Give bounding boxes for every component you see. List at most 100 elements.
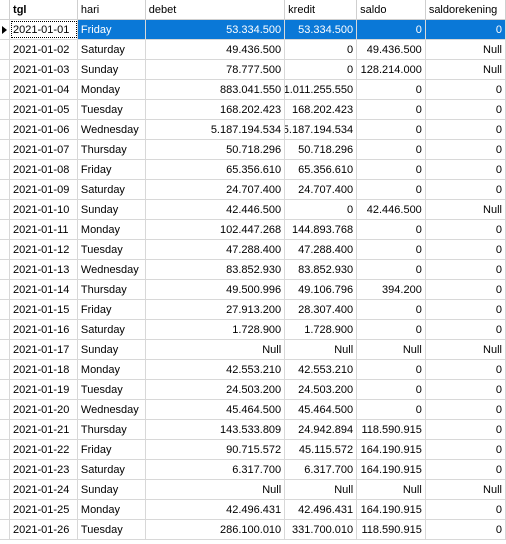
cell-debet[interactable]: Null <box>146 480 286 499</box>
cell-kredit[interactable]: 0 <box>285 40 358 59</box>
row-indicator[interactable] <box>0 420 11 439</box>
cell-tgl[interactable]: 2021-01-12 <box>10 240 78 259</box>
cell-saldo[interactable]: 0 <box>357 260 426 279</box>
cell-saldorekening[interactable]: Null <box>426 200 506 219</box>
cell-saldo[interactable]: 0 <box>357 80 426 99</box>
cell-saldo[interactable]: 118.590.915 <box>357 420 426 439</box>
cell-kredit[interactable]: 168.202.423 <box>285 100 358 119</box>
row-indicator[interactable] <box>0 400 11 419</box>
cell-debet[interactable]: 49.500.996 <box>146 280 286 299</box>
cell-saldo[interactable]: 0 <box>357 400 426 419</box>
cell-saldorekening[interactable]: 0 <box>426 520 506 539</box>
table-row[interactable]: 2021-01-10 Sunday 42.446.500 0 42.446.500 Nul… <box>0 200 506 220</box>
row-indicator[interactable] <box>0 120 11 139</box>
cell-saldorekening[interactable]: 0 <box>426 500 506 519</box>
cell-tgl[interactable]: 2021-01-21 <box>10 420 78 439</box>
cell-hari[interactable]: Thursday <box>78 280 146 299</box>
cell-hari[interactable]: Thursday <box>78 420 146 439</box>
cell-saldorekening[interactable]: 0 <box>426 100 506 119</box>
row-indicator[interactable] <box>0 380 11 399</box>
cell-tgl[interactable]: 2021-01-13 <box>10 260 78 279</box>
cell-debet[interactable]: 47.288.400 <box>146 240 286 259</box>
cell-saldorekening[interactable]: 0 <box>426 420 506 439</box>
cell-debet[interactable]: 143.533.809 <box>146 420 286 439</box>
cell-kredit[interactable]: 50.718.296 <box>285 140 358 159</box>
cell-tgl[interactable]: 2021-01-08 <box>10 160 78 179</box>
cell-tgl[interactable]: 2021-01-16 <box>10 320 78 339</box>
table-row[interactable]: 2021-01-17 Sunday Null Null Null Null <box>0 340 506 360</box>
table-row[interactable]: 2021-01-21 Thursday 143.533.809 24.942.894 1… <box>0 420 506 440</box>
cell-hari[interactable]: Tuesday <box>78 380 146 399</box>
table-row[interactable]: 2021-01-23 Saturday 6.317.700 6.317.700 164.… <box>0 460 506 480</box>
table-row[interactable]: 2021-01-08 Friday 65.356.610 65.356.610 0 0 <box>0 160 506 180</box>
table-row[interactable]: 2021-01-19 Tuesday 24.503.200 24.503.200 0 0 <box>0 380 506 400</box>
cell-saldo[interactable]: 0 <box>357 220 426 239</box>
row-indicator[interactable] <box>0 160 11 179</box>
row-indicator[interactable] <box>0 440 11 459</box>
row-indicator[interactable] <box>0 360 11 379</box>
cell-saldorekening[interactable]: 0 <box>426 120 506 139</box>
column-header-saldo[interactable]: saldo <box>357 0 426 19</box>
cell-kredit[interactable]: 42.553.210 <box>285 360 358 379</box>
cell-saldo[interactable]: 0 <box>357 360 426 379</box>
cell-tgl[interactable]: 2021-01-04 <box>10 80 78 99</box>
cell-saldo[interactable]: 128.214.000 <box>357 60 426 79</box>
cell-saldorekening[interactable]: Null <box>426 40 506 59</box>
cell-debet[interactable]: 1.728.900 <box>146 320 286 339</box>
cell-hari[interactable]: Sunday <box>78 480 146 499</box>
cell-tgl[interactable]: 2021-01-22 <box>10 440 78 459</box>
cell-hari[interactable]: Monday <box>78 360 146 379</box>
cell-tgl[interactable]: 2021-01-05 <box>10 100 78 119</box>
cell-saldorekening[interactable]: 0 <box>426 400 506 419</box>
row-indicator[interactable] <box>0 200 11 219</box>
row-indicator[interactable] <box>0 300 11 319</box>
cell-debet[interactable]: 53.334.500 <box>145 20 286 39</box>
cell-kredit[interactable]: 45.115.572 <box>285 440 358 459</box>
row-indicator[interactable] <box>0 500 11 519</box>
cell-hari[interactable]: Wednesday <box>78 120 146 139</box>
cell-saldo[interactable]: Null <box>357 480 426 499</box>
cell-kredit[interactable]: 331.700.010 <box>285 520 358 539</box>
cell-saldo[interactable]: Null <box>357 340 426 359</box>
cell-debet[interactable]: 78.777.500 <box>146 60 286 79</box>
cell-tgl[interactable]: 2021-01-17 <box>10 340 78 359</box>
cell-saldorekening[interactable]: 0 <box>426 380 506 399</box>
cell-hari[interactable]: Tuesday <box>78 240 146 259</box>
cell-saldo[interactable]: 0 <box>357 300 426 319</box>
cell-tgl[interactable]: 2021-01-15 <box>10 300 78 319</box>
cell-kredit[interactable]: 42.496.431 <box>285 500 358 519</box>
cell-kredit[interactable]: 47.288.400 <box>285 240 358 259</box>
table-row[interactable]: 2021-01-09 Saturday 24.707.400 24.707.400 0 0 <box>0 180 506 200</box>
row-indicator[interactable] <box>0 460 11 479</box>
table-row[interactable]: 2021-01-11 Monday 102.447.268 144.893.768 0 0 <box>0 220 506 240</box>
cell-saldorekening[interactable]: 0 <box>425 20 506 39</box>
cell-debet[interactable]: 286.100.010 <box>146 520 286 539</box>
cell-kredit[interactable]: 6.317.700 <box>285 460 358 479</box>
cell-saldorekening[interactable]: 0 <box>426 260 506 279</box>
cell-debet[interactable]: 50.718.296 <box>146 140 286 159</box>
cell-tgl[interactable]: 2021-01-03 <box>10 60 78 79</box>
cell-hari[interactable]: Monday <box>78 500 146 519</box>
cell-kredit[interactable]: 24.707.400 <box>285 180 358 199</box>
column-header-tgl[interactable]: tgl <box>10 0 78 19</box>
cell-saldo[interactable]: 0 <box>357 140 426 159</box>
cell-saldo[interactable]: 164.190.915 <box>357 460 426 479</box>
cell-saldorekening[interactable]: 0 <box>426 440 506 459</box>
cell-debet[interactable]: 42.553.210 <box>146 360 286 379</box>
cell-tgl[interactable]: 2021-01-06 <box>10 120 78 139</box>
cell-hari[interactable]: Monday <box>78 80 146 99</box>
cell-tgl[interactable]: 2021-01-02 <box>10 40 78 59</box>
table-row[interactable]: 2021-01-02 Saturday 49.436.500 0 49.436.500 N… <box>0 40 506 60</box>
row-indicator[interactable] <box>0 40 11 59</box>
table-row[interactable]: 2021-01-14 Thursday 49.500.996 49.106.796 39… <box>0 280 506 300</box>
cell-saldo[interactable]: 49.436.500 <box>357 40 426 59</box>
cell-saldorekening[interactable]: 0 <box>426 220 506 239</box>
cell-kredit[interactable]: 24.942.894 <box>285 420 358 439</box>
cell-saldorekening[interactable]: 0 <box>426 180 506 199</box>
cell-kredit[interactable]: 5.187.194.534 <box>285 120 358 139</box>
cell-tgl[interactable]: 2021-01-07 <box>10 140 78 159</box>
table-row[interactable]: 2021-01-04 Monday 883.041.550 1.011.255.550… <box>0 80 506 100</box>
cell-debet[interactable]: 45.464.500 <box>146 400 286 419</box>
cell-tgl[interactable]: 2021-01-09 <box>10 180 78 199</box>
